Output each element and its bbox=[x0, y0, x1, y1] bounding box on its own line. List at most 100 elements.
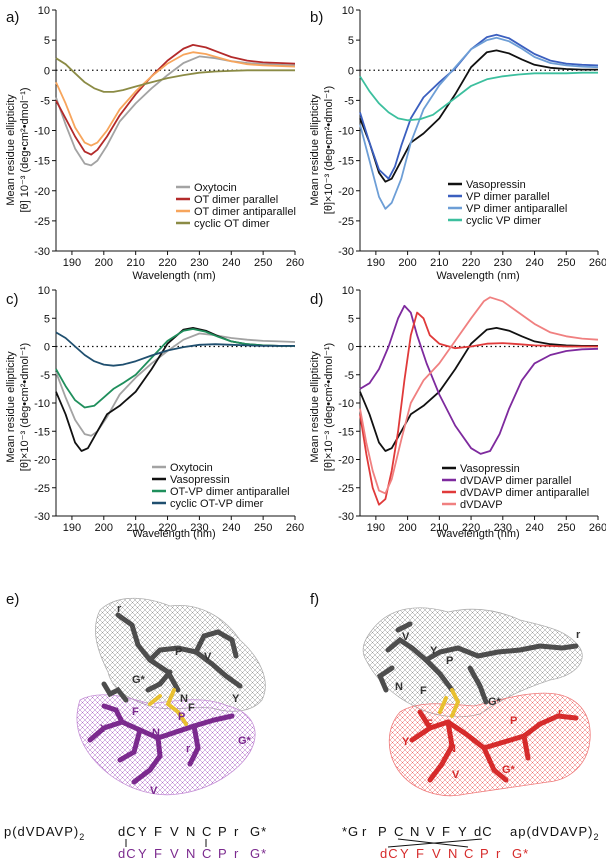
ticks-a: -30 -25 -20 -15 -10 -5 0 5 10 190 200 210 220 230 240 2… bbox=[34, 5, 304, 269]
sequence-name-e: p(dVDAVP)2 bbox=[4, 824, 85, 842]
legend-label-b-2: VP dimer antiparallel bbox=[466, 203, 567, 215]
y-tick-label-b: 5 bbox=[348, 35, 354, 47]
panel-b: b) -30 -25 -20 -15 -10 -5 0 5 10 190 200 210 220 230 2… bbox=[309, 5, 606, 282]
sequence-residue-bottom-f-4: N bbox=[448, 846, 458, 861]
legend-label-a-3: cyclic OT dimer bbox=[194, 218, 270, 230]
x-tick-label-a: 210 bbox=[126, 257, 144, 269]
x-axis-label-d: Wavelength (nm) bbox=[436, 528, 519, 540]
y-tick-label-d: -30 bbox=[338, 511, 354, 523]
x-tick-label-c: 260 bbox=[286, 522, 304, 534]
x-tick-label-b: 210 bbox=[430, 257, 448, 269]
sequence-residue-top-e-3: V bbox=[170, 824, 180, 839]
stick-model-red-f bbox=[409, 709, 579, 783]
series-line-a-3 bbox=[55, 57, 295, 93]
sequence-residue-bottom-f-6: P bbox=[480, 846, 490, 861]
legend-label-c-3: cyclic OT-VP dimer bbox=[170, 498, 264, 510]
x-tick-label-d: 190 bbox=[367, 522, 385, 534]
sequence-residue-bottom-e-5: C bbox=[202, 846, 212, 861]
ticks-c: -30 -25 -20 -15 -10 -5 0 5 10 190 200 210 220 230 240 2… bbox=[34, 285, 304, 534]
x-tick-label-a: 230 bbox=[190, 257, 208, 269]
y-axis-label-d-line2: [θ]×10⁻³ (deg•cm²•dmol⁻¹) bbox=[323, 343, 335, 471]
series-line-a-1 bbox=[55, 44, 296, 156]
x-tick-label-c: 220 bbox=[158, 522, 176, 534]
y-tick-label-a: 0 bbox=[44, 65, 50, 77]
y-tick-label-d: 5 bbox=[348, 313, 354, 325]
sequence-residue-bottom-f-1: Y bbox=[400, 846, 410, 861]
sequence-residue-bottom-e-3: V bbox=[170, 846, 180, 861]
sequence-bonds-e bbox=[125, 839, 207, 847]
y-tick-label-d: -20 bbox=[338, 455, 354, 467]
series-line-a-2 bbox=[55, 51, 296, 147]
ticks-d: -30 -25 -20 -15 -10 -5 0 5 10 190 200 210 220 230 240 2… bbox=[338, 285, 606, 534]
x-tick-label-c: 210 bbox=[126, 522, 144, 534]
series-line-d-1 bbox=[359, 304, 599, 455]
sequence-residue-top-e-5: C bbox=[202, 824, 212, 839]
x-tick-label-b: 200 bbox=[398, 257, 416, 269]
residue-label-e-11: G* bbox=[238, 735, 252, 747]
panel-label-c: c) bbox=[6, 291, 19, 308]
x-tick-label-c: 230 bbox=[190, 522, 208, 534]
x-tick-label-b: 220 bbox=[462, 257, 480, 269]
series-line-d-0 bbox=[359, 327, 598, 452]
y-tick-label-c: 0 bbox=[44, 342, 50, 354]
ticks-b: -30 -25 -20 -15 -10 -5 0 5 10 190 200 210 220 230 240 2… bbox=[338, 5, 606, 269]
y-tick-label-d: -15 bbox=[338, 426, 354, 438]
sequence-residue-top-f-4: N bbox=[410, 824, 420, 839]
sequence-residue-bottom-f-8: G* bbox=[512, 846, 529, 861]
stick-model-gray-e bbox=[101, 612, 243, 703]
residue-label-f-0: r bbox=[576, 629, 581, 641]
x-tick-label-b: 260 bbox=[589, 257, 606, 269]
x-tick-label-b: 230 bbox=[494, 257, 512, 269]
series-line-c-2 bbox=[55, 328, 295, 409]
residue-label-e-5: Y bbox=[232, 693, 240, 705]
y-axis-label-c-line1: Mean residue ellipticity bbox=[5, 351, 17, 463]
x-axis-label-b: Wavelength (nm) bbox=[436, 270, 519, 282]
legend-label-d-2: dVDAVP dimer antiparallel bbox=[460, 487, 589, 499]
legend-label-d-1: dVDAVP dimer parallel bbox=[460, 475, 571, 487]
y-axis-label-b-line1: Mean residue ellipticity bbox=[309, 94, 321, 206]
sequence-residue-top-e-6: P bbox=[218, 824, 228, 839]
y-tick-label-b: -5 bbox=[344, 95, 354, 107]
y-tick-label-b: -20 bbox=[338, 186, 354, 198]
residue-label-f-11: G* bbox=[502, 764, 516, 776]
y-tick-label-c: -10 bbox=[34, 398, 50, 410]
sequence-residue-top-f-5: V bbox=[426, 824, 436, 839]
y-tick-label-c: -15 bbox=[34, 426, 50, 438]
y-axis-label-b-line2: [θ]×10⁻³ (deg•cm²•dmol⁻¹) bbox=[323, 86, 335, 214]
mesh-surface-gray-e bbox=[95, 597, 266, 712]
x-tick-label-a: 240 bbox=[222, 257, 240, 269]
x-tick-label-b: 250 bbox=[557, 257, 575, 269]
lines-a bbox=[55, 44, 296, 167]
x-tick-label-c: 240 bbox=[222, 522, 240, 534]
residue-label-f-1: V bbox=[402, 631, 410, 643]
sequence-residue-top-f-3: C bbox=[394, 824, 404, 839]
legend-label-b-1: VP dimer parallel bbox=[466, 191, 550, 203]
series-line-a-0 bbox=[55, 55, 296, 167]
sequence-residue-bottom-e-1: Y bbox=[138, 846, 148, 861]
y-axis-label-a-line2: [θ] 10⁻³ (deg•cm²•dmol⁻¹) bbox=[19, 87, 31, 212]
sequence-residue-bottom-e-2: F bbox=[154, 846, 163, 861]
x-tick-label-c: 250 bbox=[254, 522, 272, 534]
y-tick-label-b: 10 bbox=[342, 5, 354, 17]
residue-label-e-3: G* bbox=[132, 674, 146, 686]
y-tick-label-a: -20 bbox=[34, 186, 50, 198]
sequence-residue-bottom-e-6: P bbox=[218, 846, 228, 861]
stick-model-purple-e bbox=[87, 703, 235, 785]
y-tick-label-c: -5 bbox=[40, 370, 50, 382]
sequence-residue-top-f-7: Y bbox=[458, 824, 468, 839]
y-tick-label-b: -30 bbox=[338, 246, 354, 258]
y-axis-label-a-line1: Mean residue ellipticity bbox=[5, 94, 17, 206]
panel-label-e: e) bbox=[6, 591, 19, 608]
sequence-residue-bottom-e-4: N bbox=[186, 846, 196, 861]
residue-label-f-9: N bbox=[448, 743, 456, 755]
x-tick-label-a: 190 bbox=[63, 257, 81, 269]
residue-label-f-12: r bbox=[558, 707, 563, 719]
legend-label-a-0: Oxytocin bbox=[194, 182, 237, 194]
legend-label-b-0: Vasopressin bbox=[466, 179, 526, 191]
sequence-residue-bottom-e-8: G* bbox=[250, 846, 267, 861]
panel-label-a: a) bbox=[6, 9, 19, 26]
